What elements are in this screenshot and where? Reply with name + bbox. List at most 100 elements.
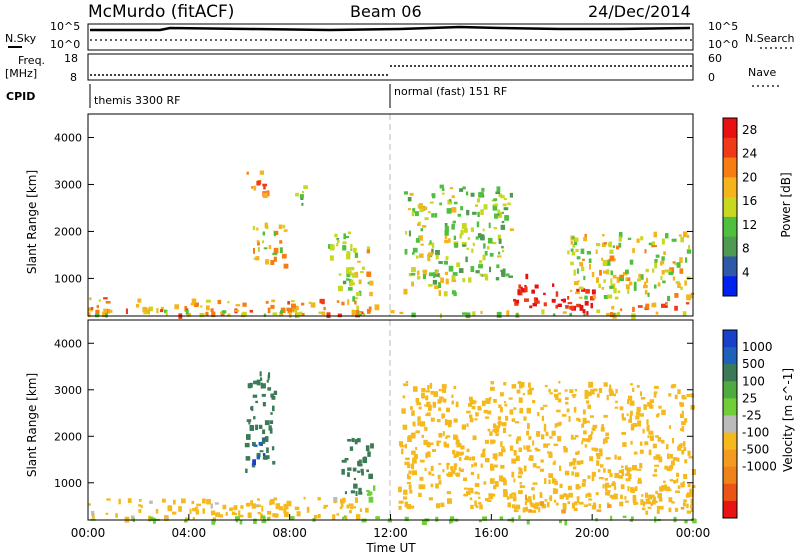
power-cell-r7 [447,238,451,243]
velocity-cell-r6 [609,390,614,396]
power-cell-r7 [427,211,431,214]
power-cell-r0 [184,306,188,312]
velocity-cell-r0 [140,505,143,509]
power-cell-r1 [220,311,224,314]
velocity-cell-r6 [483,409,488,414]
velocity-cell-r0 [323,506,327,509]
power-cell-r0 [227,313,231,317]
velocity-cell-r6 [677,445,681,451]
velocity-cell-r6 [570,434,574,440]
velocity-cell-r6 [652,474,658,477]
velocity-cell-r6 [642,501,645,507]
power-cell-r8 [493,203,499,207]
velocity-cell-r6 [603,414,608,418]
velocity-cell-r6 [543,425,547,432]
power-cell-r7 [429,201,434,204]
power-colorbar-swatch [723,276,737,297]
power-cell-r6 [354,271,359,278]
power-cell-r0 [200,305,203,308]
power-cell-r7 [403,288,408,295]
power-cell-r8 [508,275,513,278]
velocity-cell-r6 [593,388,598,392]
velocity-cell-r6 [413,386,418,392]
velocity-cell-r1 [267,517,270,521]
velocity-cell-r0 [127,498,132,503]
power-cell-r11 [683,231,688,238]
velocity-cell-r6 [547,451,552,454]
power-cell-r11 [625,284,630,290]
velocity-cell-r6 [489,478,495,484]
power-cell-r9 [555,304,558,309]
velocity-cell-r6 [442,431,445,437]
velocity-cell-r6 [589,385,592,388]
power-cell-r0 [242,302,247,307]
velocity-cell-r0 [247,512,252,518]
power-cell-r7 [428,243,433,246]
power-cell-r9 [565,305,569,309]
velocity-cell-r6 [436,440,440,447]
velocity-cell-r6 [425,452,428,459]
noise-tick-bottom-left: 10^0 [50,38,80,51]
velocity-cell-r0 [225,511,228,516]
velocity-cell-r6 [657,437,662,442]
power-cell-r5 [342,241,347,245]
velocity-cell-r6 [674,394,678,400]
velocity-cell-r6 [463,477,468,481]
power-cell-r7 [441,188,445,191]
beam-title: Beam 06 [350,2,422,21]
velocity-cell-r0 [191,500,195,505]
velocity-cell-r6 [407,436,412,442]
velocity-cell-r6 [525,498,530,503]
velocity-cell-r6 [526,407,531,414]
velocity-cell-r6 [432,401,436,408]
velocity-cell-r0 [138,509,142,513]
velocity-cell-r6 [492,423,497,429]
velocity-cell-r6 [455,442,460,445]
velocity-cell-r6 [541,504,547,509]
velocity-cell-r6 [415,430,420,434]
velocity-cell-r6 [548,479,551,484]
power-cell-r5 [336,237,340,241]
power-cell-r1 [552,313,556,316]
velocity-cell-r2 [260,377,263,381]
velocity-cell-r6 [669,454,673,459]
velocity-cell-r6 [666,488,672,492]
velocity-cell-r6 [415,447,418,450]
velocity-cell-r2 [244,442,250,448]
velocity-cell-r6 [505,416,509,421]
velocity-cell-r6 [480,463,483,468]
power-cell-r0 [96,304,99,309]
power-cell-r8 [471,248,474,253]
velocity-cell-r6 [646,425,650,432]
freq-label: Freq. [18,54,45,67]
power-cell-r6 [354,252,359,258]
power-cell-r11 [609,285,614,289]
velocity-cell-r6 [681,426,685,432]
velocity-cell-r6 [578,418,581,423]
power-cell-r1 [655,311,659,315]
power-cell-r3 [256,240,260,243]
velocity-cell-r6 [460,445,465,450]
velocity-cell-r6 [557,398,562,403]
power-cell-r7 [419,253,424,258]
power-colorbar-tick: 16 [742,194,757,208]
velocity-cell-r7 [683,499,687,503]
power-colorbar-tick: 24 [742,147,757,161]
velocity-cell-r6 [621,413,624,418]
velocity-cell-r6 [519,482,523,485]
velocity-cell-r6 [657,413,660,416]
velocity-cell-r6 [503,479,507,486]
power-cell-r7 [451,207,457,213]
power-cell-r9 [543,302,547,307]
velocity-cell-r6 [574,434,579,438]
velocity-cell-r6 [413,454,418,460]
power-colorbar-swatch [723,236,737,257]
power-cell-r9 [543,292,546,296]
velocity-cell-r6 [632,488,636,494]
power-cell-r10 [524,285,527,288]
velocity-cell-r6 [404,461,409,466]
velocity-cell-r6 [605,432,609,437]
power-cell-r11 [660,275,663,281]
velocity-cell-r6 [407,435,413,439]
power-cell-r8 [466,209,470,216]
